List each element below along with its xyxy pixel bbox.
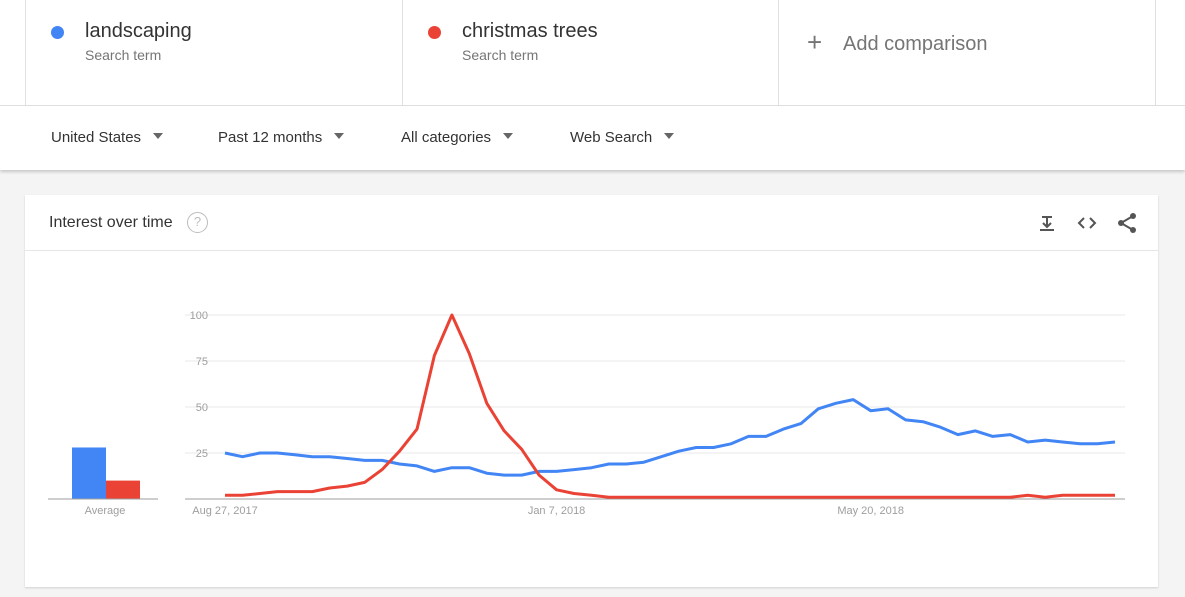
search-term-card-christmas-trees[interactable]: christmas trees Search term [402, 0, 778, 105]
card-header: Interest over time ? [25, 195, 1158, 251]
dropdown-caret-icon [153, 133, 164, 140]
download-icon[interactable] [1035, 211, 1059, 235]
interest-over-time-chart: 25 50 75 100 Aug 27, 2017 Jan 7, 2018 May 20, … [48, 310, 1125, 517]
dropdown-caret-icon [664, 133, 675, 140]
card-title: Interest over time [49, 214, 173, 231]
help-icon[interactable]: ? [187, 212, 208, 233]
interest-over-time-card: Interest over time ? 25 50 75 100 Aug 27, 20… [25, 195, 1158, 587]
time-range-dropdown-label: Past 12 months [218, 129, 323, 146]
dropdown-caret-icon [503, 133, 514, 140]
plus-icon: + [807, 27, 823, 57]
search-type-dropdown[interactable]: Web Search [570, 129, 675, 146]
search-type-dropdown-label: Web Search [570, 129, 653, 146]
series-line-landscaping [224, 398, 1116, 477]
add-comparison-button[interactable]: + Add comparison [778, 0, 1156, 105]
share-icon[interactable] [1115, 211, 1139, 235]
y-tick-label: 75 [196, 356, 208, 368]
x-tick-label: Aug 27, 2017 [192, 505, 257, 517]
y-tick-label: 25 [196, 448, 208, 460]
region-dropdown-label: United States [51, 129, 142, 146]
add-comparison-label: Add comparison [843, 33, 988, 55]
series-color-dot-icon [428, 26, 441, 39]
region-dropdown[interactable]: United States [51, 129, 164, 146]
series-line-christmas-trees [225, 313, 1115, 499]
series-color-dot-icon [51, 26, 64, 39]
search-term-subtitle: Search term [85, 47, 162, 63]
category-dropdown[interactable]: All categories [401, 129, 514, 146]
search-term-subtitle: Search term [462, 47, 539, 63]
search-term-name[interactable]: landscaping [85, 20, 192, 42]
search-term-name[interactable]: christmas trees [462, 20, 598, 42]
x-tick-label: May 20, 2018 [837, 505, 904, 517]
average-label: Average [85, 505, 126, 517]
x-tick-label: Jan 7, 2018 [528, 505, 586, 517]
category-dropdown-label: All categories [401, 129, 492, 146]
average-bar-landscaping [72, 447, 106, 499]
y-tick-label: 100 [190, 310, 208, 322]
average-bar-christmas-trees [106, 480, 140, 499]
comparison-bar: landscaping Search term christmas trees … [0, 0, 1185, 106]
y-tick-label: 50 [196, 402, 208, 414]
time-range-dropdown[interactable]: Past 12 months [218, 129, 345, 146]
search-term-card-landscaping[interactable]: landscaping Search term [25, 0, 402, 105]
dropdown-caret-icon [334, 133, 345, 140]
filter-bar: United States Past 12 months All categor… [0, 106, 1185, 170]
embed-code-icon[interactable] [1075, 211, 1099, 235]
